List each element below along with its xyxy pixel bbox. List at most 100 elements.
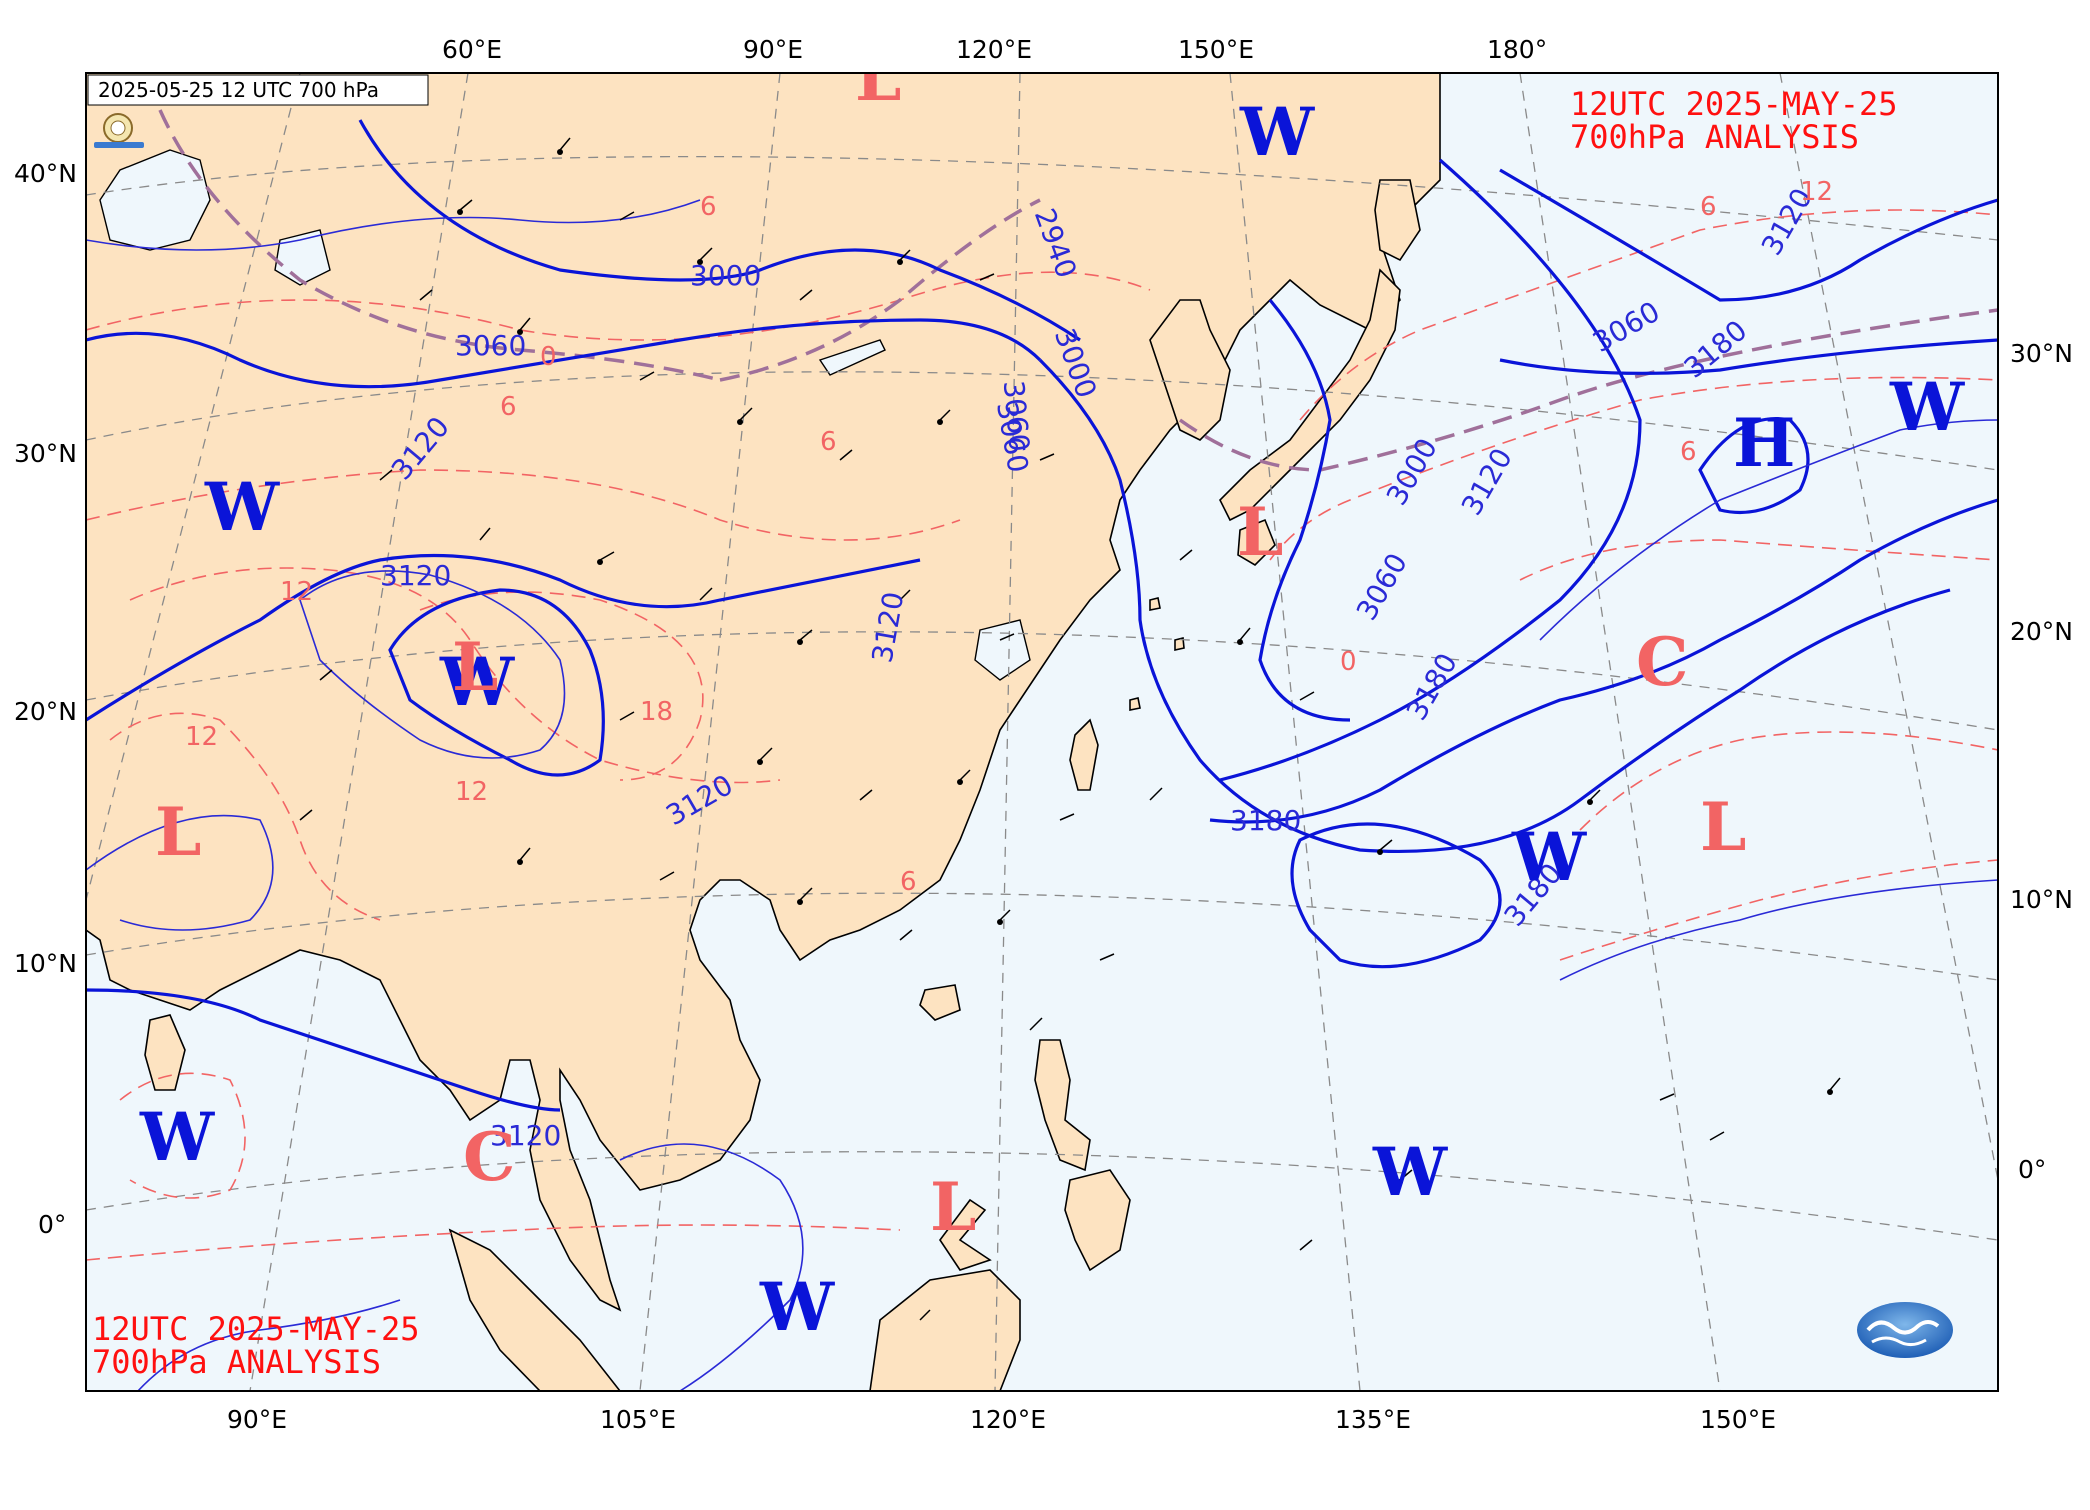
- contour-label: 3060: [997, 379, 1036, 453]
- warm-center: W: [139, 1098, 215, 1176]
- low-center: L: [155, 793, 201, 871]
- low-center: L: [855, 38, 901, 116]
- warm-center: W: [204, 468, 280, 546]
- land-sulawesi: [939, 1198, 992, 1271]
- contour-label: 3060: [455, 329, 526, 362]
- isotherm-label: 0: [540, 342, 557, 372]
- contour-high-cell: [1698, 417, 1810, 514]
- contour-3120-jet: [1499, 168, 1998, 302]
- contour-3060-jet: [1219, 158, 1642, 782]
- timestamp-stamp: 2025-05-25 12 UTC 700 hPa: [98, 78, 379, 102]
- longitude-label: 105°E: [600, 1405, 676, 1434]
- warm-center: W: [439, 643, 515, 721]
- right-latitude-labels: 30°N 20°N 10°N 0°: [2010, 339, 2073, 1184]
- bay-bohai: [974, 619, 1031, 681]
- warm-center: W: [1372, 1133, 1448, 1211]
- contour-label: 3180: [1230, 804, 1301, 837]
- isotherm-label: 6: [500, 392, 517, 422]
- longitude-label: 120°E: [970, 1405, 1046, 1434]
- inland-waters: [99, 149, 1031, 681]
- longitude-label: 120°E: [956, 35, 1032, 64]
- isotherm-label: 6: [900, 867, 917, 897]
- contour-3060-west: [86, 318, 1042, 389]
- longitude-label: 180°: [1487, 35, 1547, 64]
- left-latitude-labels: 40°N 30°N 20°N 10°N 0°: [14, 159, 77, 1239]
- stamp-box: [87, 74, 429, 106]
- land-mindanao: [1064, 1169, 1131, 1272]
- latitude-label: 10°N: [2010, 885, 2073, 914]
- latitude-label: 40°N: [14, 159, 77, 188]
- title-bottom-line1: 12UTC 2025-MAY-25: [92, 1310, 420, 1348]
- land-korea: [1149, 299, 1231, 441]
- warm-center: W: [1511, 818, 1587, 896]
- isotherm-label: 6: [700, 192, 717, 222]
- contour-3000-north: [358, 119, 1081, 342]
- contour-3120-east: [1038, 358, 1951, 854]
- lake-baikal: [818, 339, 886, 376]
- land-japan: [1219, 268, 1401, 522]
- graticule: [86, 73, 1998, 1391]
- lake-caspian: [99, 149, 211, 251]
- longitude-label: 90°E: [227, 1405, 287, 1434]
- isotherm-label: 12: [1800, 177, 1833, 207]
- station-plots: [299, 137, 1841, 1321]
- isotherm-label: 0: [1340, 647, 1357, 677]
- low-center: L: [452, 628, 498, 706]
- secondary-contours: [86, 199, 1998, 1391]
- low-center: L: [1700, 788, 1746, 866]
- warm-center: W: [1889, 368, 1965, 446]
- isotherm-label: 6: [1680, 437, 1697, 467]
- longitude-label: 135°E: [1335, 1405, 1411, 1434]
- lake-aral: [274, 229, 331, 286]
- high-center: H: [1733, 404, 1795, 482]
- low-center: L: [930, 1168, 976, 1246]
- contour-label: 3120: [490, 1119, 561, 1152]
- latitude-label: 10°N: [14, 949, 77, 978]
- latitude-label: 30°N: [2010, 339, 2073, 368]
- title-top-line2: 700hPa ANALYSIS: [1570, 118, 1859, 156]
- latitude-label: 0°: [2018, 1155, 2046, 1184]
- isotherm-label-group: 0 6 0 6 12 18 12 6 6 12 6 6 12: [185, 177, 1833, 897]
- contour-3000-trough: [1258, 298, 1351, 722]
- isotherm-label: 6: [1700, 192, 1717, 222]
- warm-center: W: [1239, 93, 1315, 171]
- contour-3180-loop: [1290, 822, 1502, 969]
- contour-3180-south: [1209, 498, 1998, 824]
- agency-logo: [1857, 1302, 1953, 1358]
- longitude-label: 150°E: [1178, 35, 1254, 64]
- latitude-label: 20°N: [2010, 617, 2073, 646]
- land-sumatra: [448, 1228, 622, 1391]
- top-longitude-labels: 60°E 90°E 120°E 150°E 180°: [442, 35, 1547, 64]
- height-contours: [86, 119, 1998, 1112]
- contour-3120-south: [86, 553, 921, 722]
- contour-3120-plateau: [388, 588, 605, 777]
- cold-center: C: [1636, 623, 1689, 701]
- land-taiwan: [1069, 718, 1099, 791]
- land-borneo: [869, 1269, 1021, 1391]
- cold-center: C: [463, 1118, 516, 1196]
- warm-center: W: [759, 1268, 835, 1346]
- title-top-line1: 12UTC 2025-MAY-25: [1570, 85, 1898, 123]
- zero-isotherm: [158, 109, 1998, 472]
- land-luzon: [1034, 1039, 1091, 1172]
- contour-3120-indochina: [86, 988, 561, 1112]
- pressure-systems: W W W W W W W W L L L L L L C C H: [139, 38, 1965, 1346]
- isotherm-label: 6: [820, 427, 837, 457]
- isotherm-label: 12: [455, 777, 488, 807]
- isotherms: [86, 209, 1998, 1261]
- contour-label: 3120: [380, 559, 451, 592]
- map-frame: [85, 72, 1999, 1392]
- isotherm-label: 12: [280, 577, 313, 607]
- station-dots: [457, 149, 1833, 1185]
- lab-logo: [94, 113, 144, 148]
- land-hokkaido: [1374, 179, 1421, 262]
- isotherm-label: 12: [185, 722, 218, 752]
- latitude-label: 30°N: [14, 439, 77, 468]
- longitude-label: 60°E: [442, 35, 502, 64]
- isotherm-label: 18: [640, 697, 673, 727]
- latitude-label: 0°: [38, 1210, 66, 1239]
- longitude-label: 90°E: [743, 35, 803, 64]
- land-sri-lanka: [144, 1014, 186, 1091]
- bottom-longitude-labels: 90°E 105°E 120°E 135°E 150°E: [227, 1405, 1776, 1434]
- contour-label: 3000: [690, 259, 761, 292]
